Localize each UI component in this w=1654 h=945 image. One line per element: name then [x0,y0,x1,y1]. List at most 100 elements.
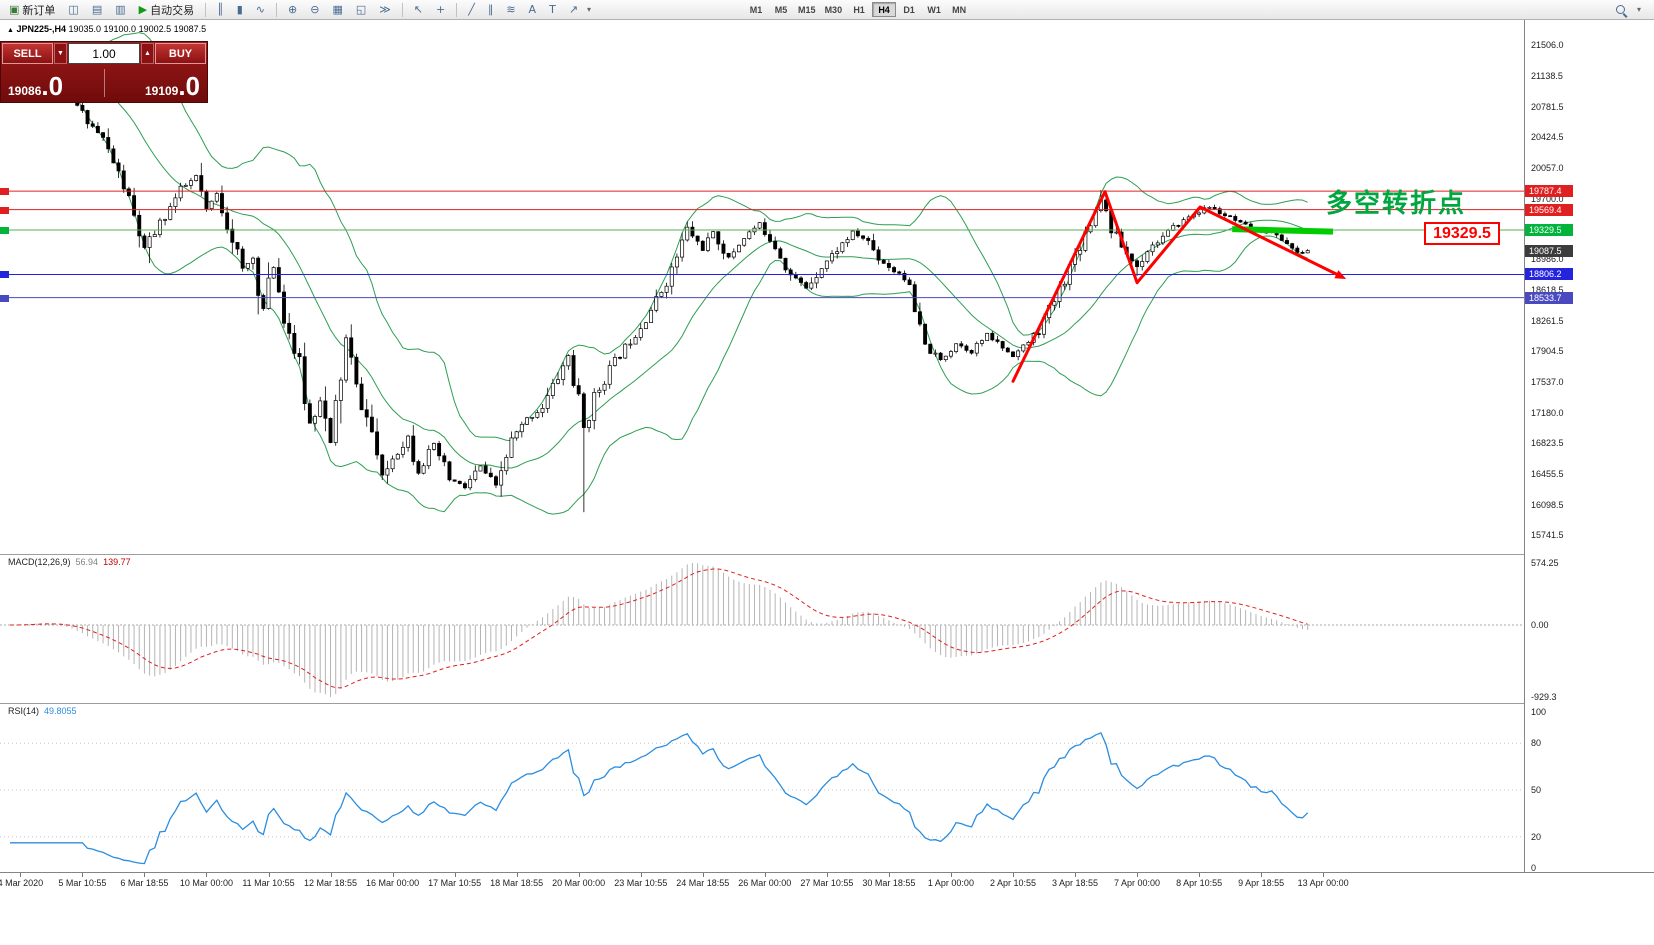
data-window-icon[interactable]: ▥ [109,1,131,18]
time-label: 11 Mar 10:55 [242,878,295,888]
macd-name: MACD(12,26,9) [8,557,71,567]
cursor-icon[interactable]: ↖ [408,1,429,18]
panel-separator[interactable] [0,554,1654,555]
price-tag: 19329.5 [1525,224,1573,236]
timeframe-w1[interactable]: W1 [927,5,941,15]
trend-zigzag [1011,190,1340,383]
cursor-icon-glyph: ↖ [413,3,423,16]
timeframe-h1[interactable]: H1 [853,5,865,15]
arrows-icon[interactable]: ↗ [563,1,584,18]
rsi-scale-tick: 100 [1531,707,1547,717]
text-icon[interactable]: A [523,1,543,18]
price-tick: 19700.0 [1531,193,1564,204]
fibonacci-icon[interactable]: ≋ [500,1,521,18]
new-order-button[interactable]: ▣ 新订单 [3,1,61,18]
time-tick [888,873,890,877]
line-chart-icon-glyph: ∿ [255,3,265,16]
toolbar-separator [276,2,277,17]
macd-histogram [14,563,1309,697]
timeframe-m1[interactable]: M1 [749,5,763,15]
time-axis[interactable]: 4 Mar 2020 5 Mar 10:55 6 Mar 18:55 10 Mar 0… [0,872,1654,892]
timeframe-h4[interactable]: H4 [872,2,897,17]
macd-scale-tick: -929.3 [1531,692,1557,702]
profiles-icon[interactable]: ▤ [86,1,108,18]
collapse-triangle-icon[interactable]: ▲ [7,27,14,34]
time-label: 8 Apr 10:55 [1176,878,1223,888]
volume-down-button[interactable]: ▼ [54,43,67,64]
label-icon[interactable]: T [543,1,562,18]
candlestick-chart-icon[interactable]: ▮ [231,1,249,18]
text-icon-glyph: A [528,3,537,16]
timeframe-m30[interactable]: M30 [824,5,843,15]
profiles-icon-glyph: ▤ [91,3,103,16]
rsi-label: RSI(14) 49.8055 [8,706,77,716]
time-label: 18 Mar 18:55 [490,878,544,888]
charts-window-icon[interactable]: ◫ [62,1,84,18]
time-label: 7 Apr 00:00 [1114,878,1161,888]
timeframe-mn[interactable]: MN [952,5,967,15]
timeframe-d1[interactable]: D1 [903,5,915,15]
timeframe-m5[interactable]: M5 [774,5,788,15]
rsi-value: 49.8055 [44,706,77,716]
price-axis[interactable]: 21506.0 21138.5 20781.5 20424.5 20057.0 19700… [1524,20,1654,892]
charts-window-icon-glyph: ◫ [68,3,79,16]
timeframe-m15[interactable]: M15 [798,5,816,15]
fibonacci-icon-glyph: ≋ [506,3,516,16]
search-icon[interactable] [1615,5,1625,14]
main-toolbar: ▣ 新订单 ◫ ▤ ▥ ▶ 自动交易 ║ ▮ ∿ ⊕ ⊖ ▦ ◱ ≫ ↖ + ╱ ∥ ≋ A T ↗ ▾ M1 M5 M15 M30 H… [0,0,1654,20]
time-tick [764,873,766,877]
bollinger-bands [9,32,1308,515]
price-tick: 17904.5 [1531,346,1564,357]
autotrading-button[interactable]: ▶ 自动交易 [133,1,200,18]
time-label: 24 Mar 18:55 [676,878,730,888]
auto-arrange-icon-glyph: ◱ [355,3,367,16]
time-tick [82,873,84,877]
macd-signal-value: 139.77 [103,557,131,567]
price-tag: 19787.4 [1525,185,1573,198]
crosshair-icon[interactable]: + [430,1,451,18]
price-tag: 18806.2 [1525,268,1573,281]
volume-up-button[interactable]: ▲ [141,43,154,64]
bar-chart-icon[interactable]: ║ [211,1,230,18]
panel-separator-2[interactable] [0,703,1654,704]
buy-button[interactable]: BUY [155,43,206,64]
zoom-out-icon[interactable]: ⊖ [304,1,325,18]
price-chart-canvas[interactable] [0,20,1524,554]
new-order-glyph: ▣ [9,3,20,16]
price-tick: 20057.0 [1531,163,1564,174]
auto-arrange-icon[interactable]: ◱ [350,1,372,18]
price-tick: 17180.0 [1531,407,1564,418]
hline-left-tab [0,271,9,279]
line-chart-icon[interactable]: ∿ [250,1,271,18]
chart-shift-icon[interactable]: ≫ [373,1,397,18]
price-tick: 20781.5 [1531,101,1564,112]
volume-input[interactable] [68,43,140,64]
time-tick [330,873,332,877]
time-tick [392,873,394,877]
arrows-icon-glyph: ↗ [568,3,579,16]
time-label: 26 Mar 00:00 [738,878,792,888]
time-tick [516,873,518,877]
data-window-icon-glyph: ▥ [115,3,126,16]
trendline-icon[interactable]: ╱ [462,1,481,18]
tile-windows-icon[interactable]: ▦ [326,1,348,18]
chart-window[interactable]: ▲ JPN225-,H4 19035.0 19100.0 19002.5 190… [0,20,1654,945]
zoom-in-icon[interactable]: ⊕ [282,1,303,18]
macd-signal-line [10,568,1308,689]
macd-panel[interactable] [0,555,1524,703]
hline-left-tab [0,206,9,214]
label-icon-glyph: T [549,3,556,16]
price-tag: 18533.7 [1525,291,1573,304]
dropdown-caret-icon[interactable]: ▾ [587,5,592,14]
time-tick [1199,873,1201,877]
time-label: 2 Apr 10:55 [989,878,1036,888]
price-tick: 15741.5 [1531,530,1564,540]
price-tick: 21138.5 [1531,71,1563,82]
time-tick [1137,873,1139,877]
sell-button[interactable]: SELL [2,43,53,64]
rsi-panel[interactable] [0,704,1524,872]
time-label: 9 Apr 18:55 [1238,878,1285,888]
zoom-in-icon-glyph: ⊕ [288,3,298,16]
more-tools-caret-icon[interactable]: ▾ [1636,5,1641,14]
channel-icon[interactable]: ∥ [482,1,500,18]
